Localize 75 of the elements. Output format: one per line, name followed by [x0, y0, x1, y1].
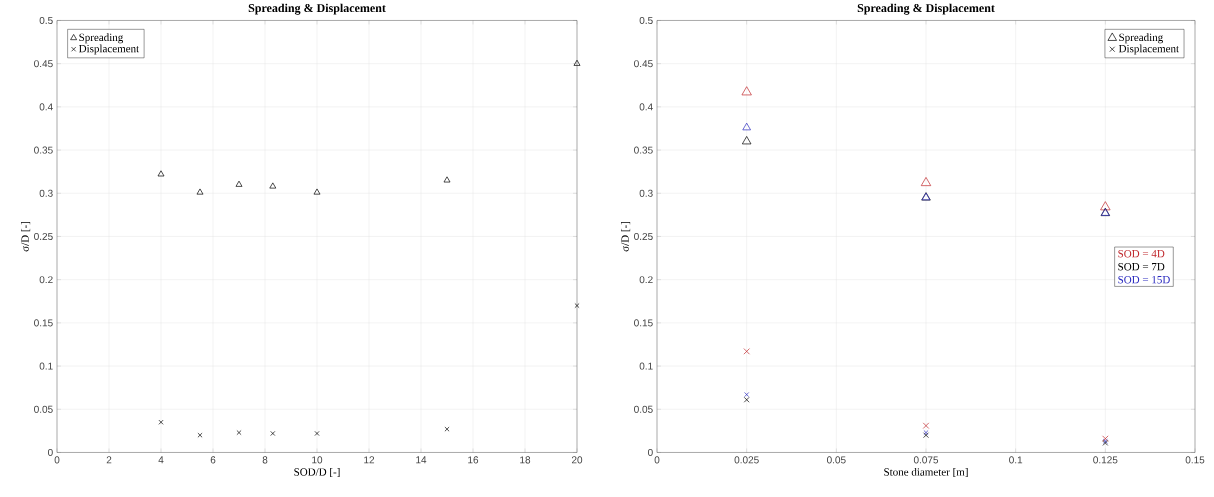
y-tick-label: 0.45 [634, 59, 653, 67]
point [741, 86, 752, 96]
y-tick-label: 0.4 [39, 103, 53, 111]
x-tick-label: 0.1 [1009, 456, 1023, 464]
point [922, 422, 930, 429]
point [196, 188, 204, 195]
chart-title: Spreading & Displacement [857, 3, 995, 15]
y-tick-label: 0.05 [634, 405, 653, 413]
y-tick-label: 0.4 [639, 103, 653, 111]
point [920, 176, 932, 186]
y-tick-label: 0 [647, 448, 653, 456]
y-tick-label: 0 [47, 448, 53, 456]
x-tick-label: 4 [158, 456, 164, 463]
x-axis-title: SOD/D [-] [294, 467, 340, 477]
y-tick-label: 0.3 [639, 189, 653, 197]
y-tick-label: 0.2 [639, 275, 653, 283]
point [158, 419, 164, 425]
x-tick-label: 0.075 [913, 456, 939, 464]
annotation: SOD = 4D [1118, 249, 1165, 258]
y-tick-label: 0.1 [39, 362, 53, 370]
y-tick-label: 0.35 [634, 146, 653, 154]
point [741, 135, 752, 145]
x-tick-label: 0.025 [734, 456, 759, 464]
point [573, 59, 581, 66]
x-tick-label: 18 [520, 456, 531, 464]
x-tick-label: 14 [416, 456, 427, 463]
y-tick-label: 0.3 [39, 189, 53, 197]
point [270, 430, 276, 436]
x-tick-label: 16 [468, 456, 479, 464]
y-tick-label: 0.5 [639, 16, 653, 24]
y-tick-label: 0.45 [34, 59, 53, 67]
annotation: SOD = 15D [1118, 275, 1170, 284]
point [744, 391, 750, 397]
y-tick-label: 0.2 [39, 275, 53, 283]
x-tick-label: 0.15 [1185, 456, 1205, 464]
legend-label: Displacement [1118, 44, 1179, 55]
y-tick-label: 0.5 [39, 16, 53, 24]
x-tick-label: 0.125 [1093, 456, 1118, 464]
legend-label: Spreading [79, 33, 124, 44]
point [197, 432, 203, 438]
point [743, 396, 750, 403]
x-tick-label: 0 [654, 456, 660, 464]
point [574, 302, 580, 308]
y-axis-title: σ/D [-] [621, 221, 631, 252]
point [157, 170, 165, 177]
legend-label: Displacement [78, 44, 140, 55]
point [236, 429, 242, 435]
y-tick-label: 0.1 [639, 362, 653, 370]
x-tick-label: 20 [571, 456, 583, 464]
x-tick-label: 6 [210, 456, 216, 464]
x-tick-label: 2 [106, 456, 112, 464]
point [313, 188, 321, 195]
y-tick-label: 0.15 [634, 319, 653, 327]
x-tick-label: 12 [364, 456, 375, 464]
y-tick-label: 0.05 [34, 405, 53, 413]
point [444, 426, 450, 432]
point [743, 347, 750, 355]
y-tick-label: 0.25 [634, 232, 653, 240]
chart-title: Spreading & Displacement [248, 3, 386, 15]
point [314, 430, 320, 436]
x-tick-label: 0.05 [827, 456, 846, 464]
point [443, 176, 451, 183]
point [235, 180, 243, 187]
legend-label: Spreading [1119, 33, 1163, 44]
x-axis-title: Stone diameter [m] [884, 467, 968, 477]
x-tick-label: 10 [312, 456, 323, 464]
point [1100, 201, 1111, 210]
y-tick-label: 0.15 [34, 319, 53, 327]
x-tick-label: 8 [262, 456, 268, 464]
y-axis-title: σ/D [-] [21, 221, 31, 252]
y-tick-label: 0.25 [34, 232, 53, 240]
y-tick-label: 0.35 [34, 146, 53, 154]
annotation: SOD = 7D [1118, 262, 1165, 271]
x-tick-label: 0 [54, 456, 60, 464]
point [269, 182, 277, 189]
